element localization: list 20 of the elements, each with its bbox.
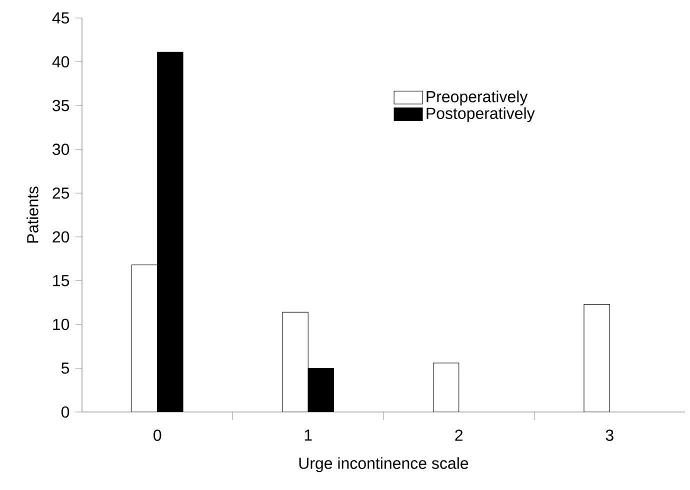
legend-label: Postoperatively (426, 107, 535, 122)
x-tick-label: 0 (154, 430, 162, 441)
y-tick-label: 30 (52, 144, 70, 155)
bar (584, 304, 610, 412)
y-tick-label: 20 (52, 231, 70, 243)
legend-label: Preoperatively (426, 90, 528, 106)
y-tick-label: 25 (52, 187, 70, 199)
y-axis-title: Patients (26, 186, 38, 243)
x-axis-title: Urge incontinence scale (299, 457, 468, 472)
y-tick-label: 45 (52, 12, 70, 24)
y-tick-label: 10 (53, 318, 70, 330)
y-tick-label: 35 (52, 100, 70, 112)
y-tick-label: 40 (52, 56, 70, 68)
bar (432, 362, 460, 412)
y-tick-label: 5 (61, 362, 70, 374)
x-tick-label: 1 (304, 430, 312, 441)
y-tick-label: 15 (53, 275, 70, 286)
x-tick-label: 2 (455, 430, 463, 441)
y-tick-label: 0 (61, 406, 70, 418)
x-tick-label: 3 (606, 430, 614, 441)
